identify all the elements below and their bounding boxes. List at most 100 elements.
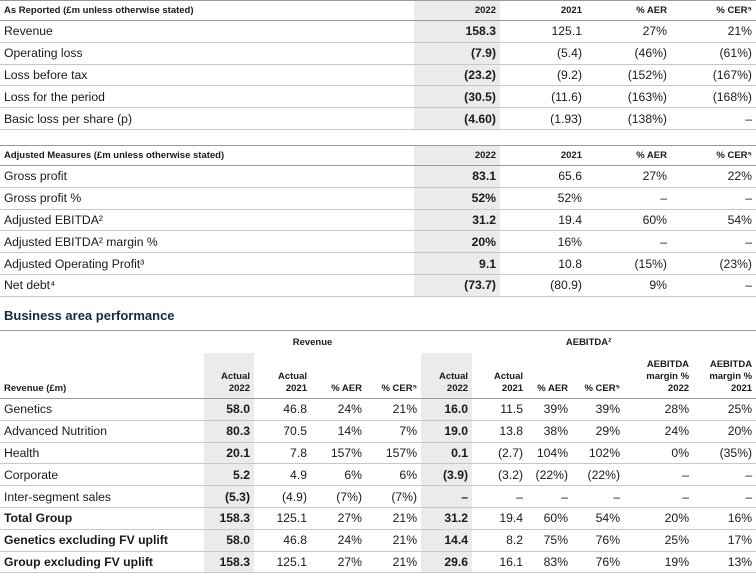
table-cell: 60% [527,506,573,530]
table-cell: Adjusted EBITDA² [0,209,414,232]
table-cell: (4.60) [414,107,500,130]
table-cell: 16.0 [421,398,473,421]
table-cell: – [586,187,671,210]
table-cell: 7% [366,420,422,443]
table-cell: 46.8 [254,398,311,421]
table-cell: (163%) [586,85,671,109]
table-cell: 29.6 [421,550,473,573]
table-cell: 16% [693,506,756,530]
table-cell: 7.8 [254,442,311,465]
column-header: Actual 2022 [421,353,473,399]
table-cell: 27% [311,550,366,573]
table-cell: 16% [500,230,586,254]
table-cell: 54% [572,506,625,530]
table-cell: 158.3 [204,506,254,530]
table-cell: Gross profit [0,165,414,188]
table-cell: Basic loss per share (p) [0,107,414,130]
table-cell: (4.9) [254,485,311,508]
table-cell: 125.1 [254,506,311,530]
table-cell: 16.1 [472,550,528,573]
total-row: Total Group 158.3 125.1 27% 21% 31.2 19.4 60% 54… [0,506,756,530]
table-cell: Genetics [0,398,204,421]
table-cell: 25% [693,398,756,421]
table-row: Inter-segment sales (5.3) (4.9) (7%) (7%) – – –… [0,485,756,508]
table-cell: – [671,274,756,297]
business-area-table: Revenue AEBITDA² Revenue (£m) Actual 2022 A… [0,330,756,573]
column-header: Revenue (£m) [0,353,204,399]
table-cell: (167%) [671,64,756,87]
table-cell: Group excluding FV uplift [0,550,204,573]
column-header-line: % AER [537,383,569,394]
table-row: Operating loss (7.9) (5.4) (46%) (61%) [0,42,756,65]
column-header: % CER⁵ [366,353,422,399]
table-cell: 70.5 [254,420,311,443]
table-row: Adjusted EBITDA² 31.2 19.4 60% 54% [0,209,756,232]
table-cell: (80.9) [500,274,586,297]
table-cell: 27% [311,506,366,530]
column-header: % AER [586,145,671,166]
table-cell: – [671,230,756,254]
table-cell: Loss before tax [0,64,414,87]
table-cell: Inter-segment sales [0,485,204,508]
table-cell: 21% [366,550,422,573]
table-cell: 14% [311,420,366,443]
table-cell: – [572,485,625,508]
table-cell: (11.6) [500,85,586,109]
table-row: Genetics 58.0 46.8 24% 21% 16.0 11.5 39% 39% 28% 2… [0,398,756,421]
table-cell: 158.3 [414,20,500,43]
table-cell: 25% [624,528,694,552]
table-cell: Adjusted Operating Profit³ [0,252,414,275]
table-cell: 24% [311,398,366,421]
column-header-line: % CER⁵ [381,383,418,394]
column-header-line: 2022 [228,383,250,394]
table-cell: (30.5) [414,85,500,109]
table-cell: Operating loss [0,42,414,65]
table-cell: 20% [693,420,756,443]
table-cell: 5.2 [204,463,254,487]
table-cell: 125.1 [500,20,586,43]
table-cell: 65.6 [500,165,586,188]
table-header-row: Adjusted Measures (£m unless otherwise s… [0,145,756,166]
table-cell: (35%) [693,442,756,465]
column-header: Adjusted Measures (£m unless otherwise s… [0,145,414,166]
column-header-line: 2021 [285,383,307,394]
table-cell: (5.3) [204,485,254,508]
table-cell: 0.1 [421,442,473,465]
aebitda-group-header: AEBITDA² [421,330,756,353]
table-cell: Revenue [0,20,414,43]
table-cell: (7%) [366,485,422,508]
column-header-line: 2021 [730,383,753,394]
table-cell: 39% [572,398,625,421]
table-cell: 6% [311,463,366,487]
column-header-line: Actual [439,371,469,382]
table-cell: (5.4) [500,42,586,65]
table-cell: 24% [311,528,366,552]
table-cell: – [624,485,694,508]
column-header-line: AEBITDA [709,359,753,370]
table-cell: 52% [500,187,586,210]
table-cell: 52% [414,187,500,210]
table-cell: 54% [671,209,756,232]
table-cell: Total Group [0,506,204,530]
table-cell: 27% [586,20,671,43]
table-cell: 27% [586,165,671,188]
as-reported-table: As Reported (£m unless otherwise stated)… [0,0,756,130]
column-header: % CER⁵ [671,145,756,166]
table-cell: (61%) [671,42,756,65]
table-cell: Gross profit % [0,187,414,210]
table-cell: 157% [366,442,422,465]
table-cell: 19.4 [472,506,528,530]
table-cell: (1.93) [500,107,586,130]
table-cell: (138%) [586,107,671,130]
table-cell: 9% [586,274,671,297]
table-cell: (15%) [586,252,671,275]
table-row: Basic loss per share (p) (4.60) (1.93) (138… [0,107,756,130]
table-row: Revenue 158.3 125.1 27% 21% [0,20,756,43]
column-header: 2021 [500,0,586,21]
column-header: % CER⁵ [572,353,625,399]
table-cell: 83.1 [414,165,500,188]
column-header-line: Actual [220,371,250,382]
table-cell: (9.2) [500,64,586,87]
column-header-line: margin % [709,371,753,382]
table-cell: (3.9) [421,463,473,487]
